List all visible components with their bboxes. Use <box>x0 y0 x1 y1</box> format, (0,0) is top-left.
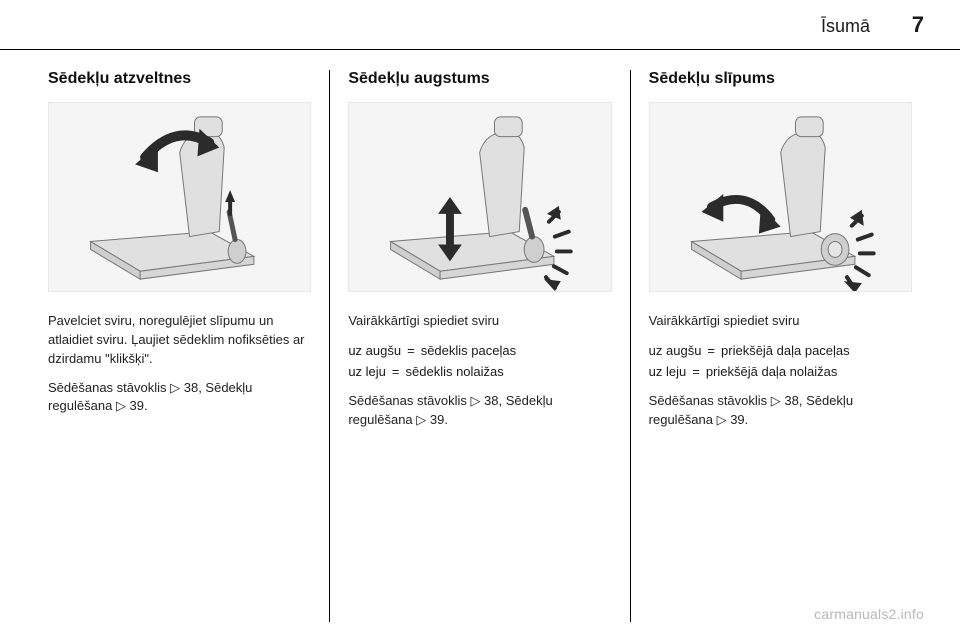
def-term: uz augšu <box>348 341 401 362</box>
content-columns: Sēdekļu atzveltnes <box>30 70 930 622</box>
illustration-backrest <box>48 102 311 292</box>
illustration-height <box>348 102 611 292</box>
def-value: priekšējā daļa nolaižas <box>706 362 838 383</box>
def-equals: = <box>401 341 421 362</box>
def-term: uz leju <box>348 362 386 383</box>
para-height-lead: Vairākkārtīgi spiediet sviru <box>348 312 611 331</box>
def-value: priekšējā daļa paceļas <box>721 341 850 362</box>
def-equals: = <box>701 341 721 362</box>
page-header: Īsumā 7 <box>0 0 960 50</box>
def-term: uz augšu <box>649 341 702 362</box>
def-term: uz leju <box>649 362 687 383</box>
column-backrest: Sēdekļu atzveltnes <box>30 70 329 622</box>
def-value: sēdeklis paceļas <box>421 341 516 362</box>
def-value: sēdeklis nolaižas <box>406 362 504 383</box>
section-title-tilt: Sēdekļu slīpums <box>649 70 912 88</box>
header-page-number: 7 <box>912 12 924 38</box>
def-equals: = <box>686 362 706 383</box>
para-backrest-2: Sēdēšanas stāvoklis ▷ 38, Sēdekļu regulē… <box>48 379 311 417</box>
def-table-tilt: uz augšu = priekšējā daļa paceļas uz lej… <box>649 341 912 383</box>
para-height-2: Sēdēšanas stāvoklis ▷ 38, Sēdekļu regulē… <box>348 392 611 430</box>
para-tilt-lead: Vairākkārtīgi spiediet sviru <box>649 312 912 331</box>
header-section-title: Īsumā <box>821 16 870 37</box>
column-height: Sēdekļu augstums <box>329 70 629 622</box>
def-row: uz augšu = priekšējā daļa paceļas <box>649 341 912 362</box>
def-row: uz leju = sēdeklis nolaižas <box>348 362 611 383</box>
def-row: uz augšu = sēdeklis paceļas <box>348 341 611 362</box>
column-tilt: Sēdekļu slīpums <box>630 70 930 622</box>
def-row: uz leju = priekšējā daļa nolaižas <box>649 362 912 383</box>
def-table-height: uz augšu = sēdeklis paceļas uz leju = sē… <box>348 341 611 383</box>
para-backrest-1: Pavelciet sviru, noregulējiet slīpumu un… <box>48 312 311 369</box>
def-equals: = <box>386 362 406 383</box>
section-title-backrest: Sēdekļu atzveltnes <box>48 70 311 88</box>
section-title-height: Sēdekļu augstums <box>348 70 611 88</box>
para-tilt-2: Sēdēšanas stāvoklis ▷ 38, Sēdekļu regulē… <box>649 392 912 430</box>
illustration-tilt <box>649 102 912 292</box>
watermark-text: carmanuals2.info <box>814 606 924 622</box>
